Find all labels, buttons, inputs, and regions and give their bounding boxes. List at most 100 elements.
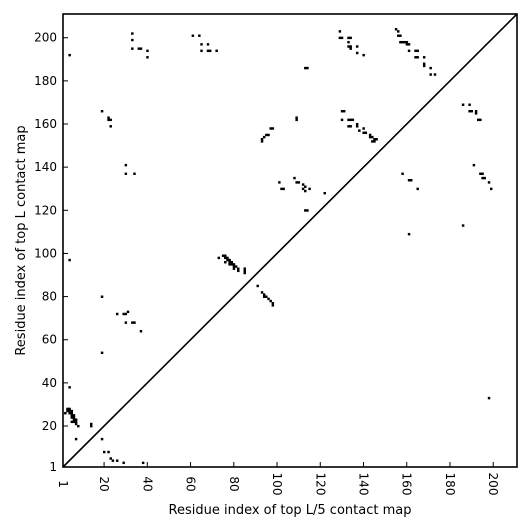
- contact-point: [234, 265, 238, 268]
- y-tick-label: 120: [34, 203, 57, 217]
- contact-point: [472, 163, 476, 167]
- contact-point: [228, 260, 231, 264]
- contact-point: [206, 49, 210, 53]
- contact-point: [139, 330, 143, 333]
- contact-point: [74, 418, 78, 421]
- contact-point: [139, 47, 143, 50]
- contact-point: [355, 45, 359, 48]
- contact-point: [295, 181, 298, 184]
- contact-point: [429, 66, 432, 70]
- contact-point: [243, 269, 246, 273]
- contact-point: [230, 260, 234, 264]
- contact-point: [100, 351, 104, 355]
- contact-point: [405, 40, 409, 44]
- contact-point: [224, 256, 227, 260]
- contact-point: [72, 416, 76, 419]
- x-tick-label: 120: [313, 473, 327, 496]
- contact-point: [265, 133, 268, 137]
- contact-point: [131, 32, 134, 35]
- x-tick-label: 100: [270, 473, 284, 496]
- contact-point: [131, 38, 134, 42]
- contact-point: [397, 30, 400, 33]
- y-tick-label: 200: [34, 31, 57, 45]
- contact-point: [461, 224, 465, 227]
- contact-point: [126, 310, 130, 314]
- contact-point: [304, 209, 307, 212]
- contact-point: [115, 459, 119, 462]
- contact-point: [191, 34, 195, 37]
- contact-point: [468, 103, 471, 106]
- contact-point: [267, 133, 270, 137]
- y-axis-label: Residue index of top L contact map: [14, 125, 29, 355]
- contact-point: [260, 138, 264, 141]
- contact-point: [68, 258, 71, 262]
- contact-point: [260, 291, 264, 294]
- contact-point: [416, 49, 419, 53]
- contact-point: [397, 34, 400, 37]
- contact-point: [368, 135, 372, 139]
- y-tick-label: 140: [34, 160, 57, 174]
- contact-point: [232, 267, 236, 270]
- contact-point: [433, 73, 437, 76]
- contact-point: [371, 135, 374, 139]
- contact-point: [90, 424, 93, 428]
- contact-point: [256, 284, 259, 288]
- y-tick-label: 180: [34, 74, 57, 88]
- contact-point: [124, 321, 128, 324]
- contact-point: [349, 125, 352, 128]
- contact-point: [304, 66, 307, 70]
- contact-point: [70, 414, 74, 417]
- contact-point: [403, 40, 406, 44]
- x-tick-label: 80: [227, 476, 241, 491]
- contact-point: [262, 293, 266, 296]
- contact-point: [124, 312, 128, 316]
- contact-point: [481, 172, 484, 176]
- contact-points: [64, 28, 493, 465]
- contact-point: [470, 109, 473, 113]
- contact-point: [271, 301, 275, 305]
- contact-point: [102, 450, 106, 454]
- contact-point: [109, 457, 112, 460]
- contact-point: [68, 411, 71, 415]
- contact-point: [483, 176, 486, 180]
- contact-point: [487, 396, 491, 400]
- contact-point: [429, 73, 432, 76]
- contact-point: [262, 295, 266, 298]
- x-axis-label: Residue index of top L/5 contact map: [169, 503, 412, 518]
- contact-point: [407, 43, 411, 46]
- contact-point: [355, 51, 359, 55]
- diagonal-line: [62, 13, 518, 468]
- contact-point: [347, 36, 350, 40]
- contact-point: [422, 64, 426, 68]
- contact-point: [131, 47, 134, 50]
- contact-point: [422, 62, 426, 65]
- y-tick-label: 20: [42, 419, 57, 433]
- contact-point: [271, 127, 275, 130]
- contact-point: [72, 418, 76, 421]
- contact-point: [304, 189, 307, 193]
- contact-point: [221, 254, 225, 257]
- contact-point: [230, 263, 234, 266]
- contact-point: [306, 209, 309, 212]
- contact-point: [90, 422, 93, 426]
- contact-point: [74, 420, 78, 424]
- contact-point: [109, 125, 112, 128]
- contact-point: [362, 127, 365, 130]
- contact-point: [226, 258, 229, 262]
- contact-point: [66, 409, 69, 413]
- contact-point: [232, 265, 236, 268]
- contact-point: [124, 172, 128, 176]
- contact-point: [72, 420, 76, 424]
- contact-point: [414, 49, 417, 53]
- contact-point: [208, 49, 212, 53]
- contact-point: [394, 28, 398, 31]
- contact-point: [265, 295, 268, 298]
- contact-point: [399, 34, 402, 37]
- contact-point: [295, 118, 298, 122]
- contact-point: [72, 414, 76, 417]
- contact-point: [399, 40, 402, 44]
- contact-point: [422, 56, 426, 59]
- contact-point: [124, 163, 128, 167]
- contact-point: [364, 131, 368, 135]
